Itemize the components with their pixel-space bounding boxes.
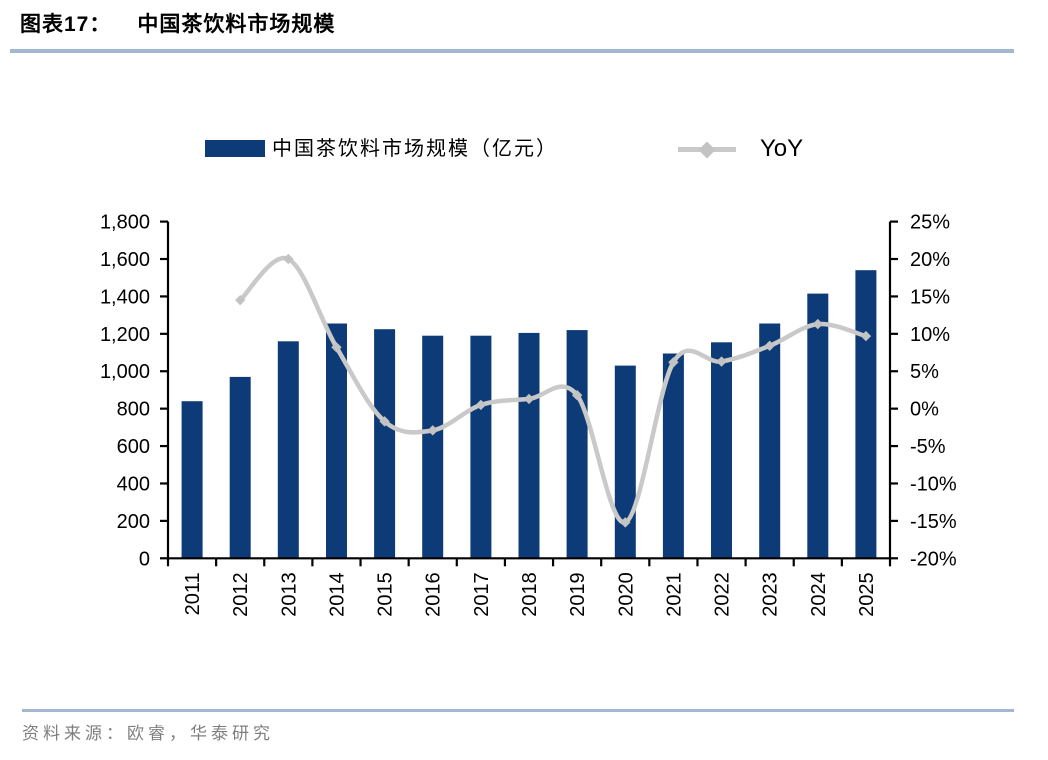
x-tick-label-2025: 2025 bbox=[856, 572, 878, 617]
left-axis: 0 200 400 600 800 1,000 1,200 1,400 1,600 1,800 bbox=[100, 212, 168, 570]
yoy-marker-diamond-icon bbox=[235, 294, 246, 306]
svg-text:0: 0 bbox=[139, 548, 150, 570]
legend-bar-swatch bbox=[205, 140, 265, 157]
svg-text:600: 600 bbox=[117, 436, 150, 458]
x-tick-label-2022: 2022 bbox=[712, 572, 734, 617]
bar-2025 bbox=[855, 270, 877, 559]
svg-text:0%: 0% bbox=[910, 399, 939, 421]
svg-text:15%: 15% bbox=[910, 286, 950, 308]
yoy-marker-diamond-icon bbox=[475, 399, 487, 411]
bar-2023 bbox=[759, 323, 781, 559]
svg-text:400: 400 bbox=[117, 473, 150, 495]
bar-2017 bbox=[470, 335, 492, 559]
bar-2016 bbox=[422, 335, 444, 559]
svg-text:20%: 20% bbox=[910, 249, 950, 271]
x-axis: 2011 2012 2013 2014 2015 2016 2017 2018 2019 2020… bbox=[166, 558, 892, 617]
bar-2015 bbox=[374, 329, 396, 559]
bar-2013 bbox=[277, 341, 299, 559]
bar-2012 bbox=[229, 376, 251, 559]
combo-chart: 0 200 400 600 800 1,000 1,200 1,400 1,600 1,800 -2… bbox=[100, 212, 957, 617]
svg-text:1,600: 1,600 bbox=[100, 249, 150, 271]
bar-2011 bbox=[181, 401, 203, 559]
svg-text:200: 200 bbox=[117, 511, 150, 533]
yoy-marker-diamond-icon bbox=[331, 342, 342, 353]
bar-series bbox=[181, 270, 877, 559]
figure-title-text: 中国茶饮料市场规模 bbox=[137, 13, 336, 36]
yoy-marker-diamond-icon bbox=[764, 340, 775, 352]
bar-2014 bbox=[326, 323, 347, 559]
figure-title: 图表17： 中国茶饮料市场规模 bbox=[20, 8, 335, 38]
bar-2019 bbox=[566, 330, 588, 559]
footer-divider-rule bbox=[22, 709, 1014, 712]
svg-text:-10%: -10% bbox=[910, 473, 957, 495]
svg-text:800: 800 bbox=[117, 399, 150, 421]
x-tick-label-2021: 2021 bbox=[663, 572, 685, 617]
source-note: 资料来源：欧睿，华泰研究 bbox=[22, 724, 274, 743]
svg-text:1,200: 1,200 bbox=[100, 324, 150, 346]
yoy-marker-diamond-icon bbox=[427, 425, 438, 436]
svg-text:25%: 25% bbox=[910, 212, 950, 234]
svg-text:10%: 10% bbox=[910, 324, 950, 346]
x-tick-label-2023: 2023 bbox=[760, 572, 782, 617]
x-tick-label-2013: 2013 bbox=[278, 572, 300, 617]
axis-frame bbox=[166, 221, 892, 560]
svg-text:-5%: -5% bbox=[910, 436, 946, 458]
x-tick-label-2018: 2018 bbox=[519, 572, 541, 617]
yoy-marker-diamond-icon bbox=[620, 517, 631, 528]
yoy-marker-diamond-icon bbox=[523, 393, 535, 405]
bar-2018 bbox=[518, 332, 540, 559]
legend-line-label: YoY bbox=[760, 135, 804, 162]
chart-legend: 中国茶饮料市场规模（亿元） YoY bbox=[0, 128, 1048, 170]
yoy-marker-diamond-icon bbox=[860, 330, 872, 342]
yoy-marker-diamond-icon bbox=[716, 356, 727, 367]
x-tick-label-2019: 2019 bbox=[567, 572, 589, 617]
header-divider-rule bbox=[10, 49, 1014, 53]
svg-text:-15%: -15% bbox=[910, 511, 957, 533]
x-tick-label-2011: 2011 bbox=[182, 572, 204, 615]
bar-2020 bbox=[614, 365, 636, 559]
x-tick-label-2012: 2012 bbox=[230, 572, 252, 617]
bar-2022 bbox=[711, 342, 732, 559]
svg-text:1,000: 1,000 bbox=[100, 361, 150, 383]
svg-text:1,800: 1,800 bbox=[100, 212, 150, 234]
x-tick-label-2016: 2016 bbox=[423, 572, 445, 617]
yoy-marker-diamond-icon bbox=[571, 389, 583, 401]
svg-text:1,400: 1,400 bbox=[100, 286, 150, 308]
right-axis: -20% -15% -10% -5% 0% 5% 10% 15% 20% 25% bbox=[890, 212, 957, 570]
svg-text:5%: 5% bbox=[910, 361, 939, 383]
legend-bar-label: 中国茶饮料市场规模（亿元） bbox=[272, 138, 558, 160]
x-tick-label-2024: 2024 bbox=[808, 572, 830, 617]
x-tick-label-2015: 2015 bbox=[375, 572, 397, 617]
x-tick-label-2017: 2017 bbox=[471, 572, 493, 617]
bar-2021 bbox=[662, 353, 684, 559]
svg-text:-20%: -20% bbox=[910, 548, 957, 570]
figure-number-label: 图表17： bbox=[20, 13, 112, 36]
x-tick-label-2020: 2020 bbox=[615, 572, 637, 617]
yoy-marker-diamond-icon bbox=[812, 318, 823, 330]
x-tick-label-2014: 2014 bbox=[326, 572, 348, 617]
legend-line-marker-diamond-icon bbox=[698, 141, 716, 158]
bar-2024 bbox=[807, 293, 829, 559]
